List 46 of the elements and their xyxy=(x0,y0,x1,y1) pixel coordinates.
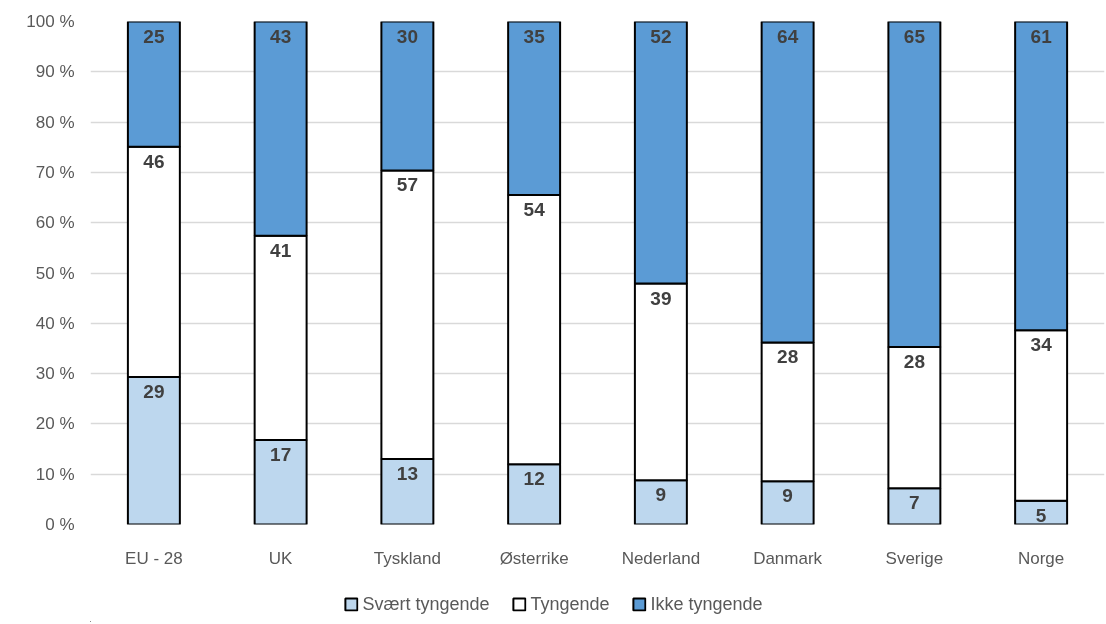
data-label: 52 xyxy=(650,25,672,47)
y-tick-label: 100 % xyxy=(26,12,75,31)
x-tick-label: Nederland xyxy=(621,548,701,568)
data-label: 46 xyxy=(143,150,165,172)
data-label: 35 xyxy=(523,25,546,47)
y-tick-label: 50 % xyxy=(35,263,75,283)
data-label: 65 xyxy=(903,25,926,47)
y-tick-label: 80 % xyxy=(35,112,75,132)
data-label: 28 xyxy=(903,350,925,372)
data-label: 25 xyxy=(143,25,165,47)
x-tick-label: Sverige xyxy=(885,548,944,568)
legend-label: Svært tyngende xyxy=(362,593,490,615)
data-label: 9 xyxy=(782,485,793,507)
x-tick-label: Østerrike xyxy=(499,548,569,568)
x-tick-label: UK xyxy=(268,548,294,568)
data-label: 9 xyxy=(655,484,667,506)
data-label: 13 xyxy=(396,463,418,485)
x-tick-label: Tyskland xyxy=(373,548,441,568)
data-label: 64 xyxy=(777,25,799,47)
data-label: 41 xyxy=(270,239,292,261)
y-tick-label: 30 % xyxy=(35,364,75,384)
x-tick-label: EU - 28 xyxy=(125,548,183,568)
data-label: 29 xyxy=(143,381,165,403)
y-tick-label: 60 % xyxy=(35,213,75,233)
y-tick-label: 90 % xyxy=(35,62,75,82)
y-tick-label: 40 % xyxy=(35,313,75,333)
data-label: 43 xyxy=(270,25,292,47)
x-tick-label: Norge xyxy=(1017,548,1065,568)
data-label: 5 xyxy=(1035,504,1047,526)
data-label: 61 xyxy=(1030,25,1053,47)
data-label: 17 xyxy=(270,444,292,465)
y-tick-label: 10 % xyxy=(35,464,75,484)
data-label: 39 xyxy=(650,287,672,309)
data-label: 12 xyxy=(523,468,545,490)
data-label: 54 xyxy=(523,199,546,221)
data-label: 7 xyxy=(909,492,920,514)
y-tick-label: 70 % xyxy=(35,162,75,182)
data-label: 57 xyxy=(396,174,418,196)
y-tick-label: 0 % xyxy=(45,515,75,534)
legend-label: Tyngende xyxy=(530,593,610,615)
legend-label: Ikke tyngende xyxy=(650,593,763,615)
data-label: 28 xyxy=(777,346,799,368)
y-tick-label: 20 % xyxy=(35,414,75,434)
data-label: 30 xyxy=(396,25,418,47)
data-label: 34 xyxy=(1030,334,1053,356)
x-tick-label: Danmark xyxy=(753,548,823,568)
